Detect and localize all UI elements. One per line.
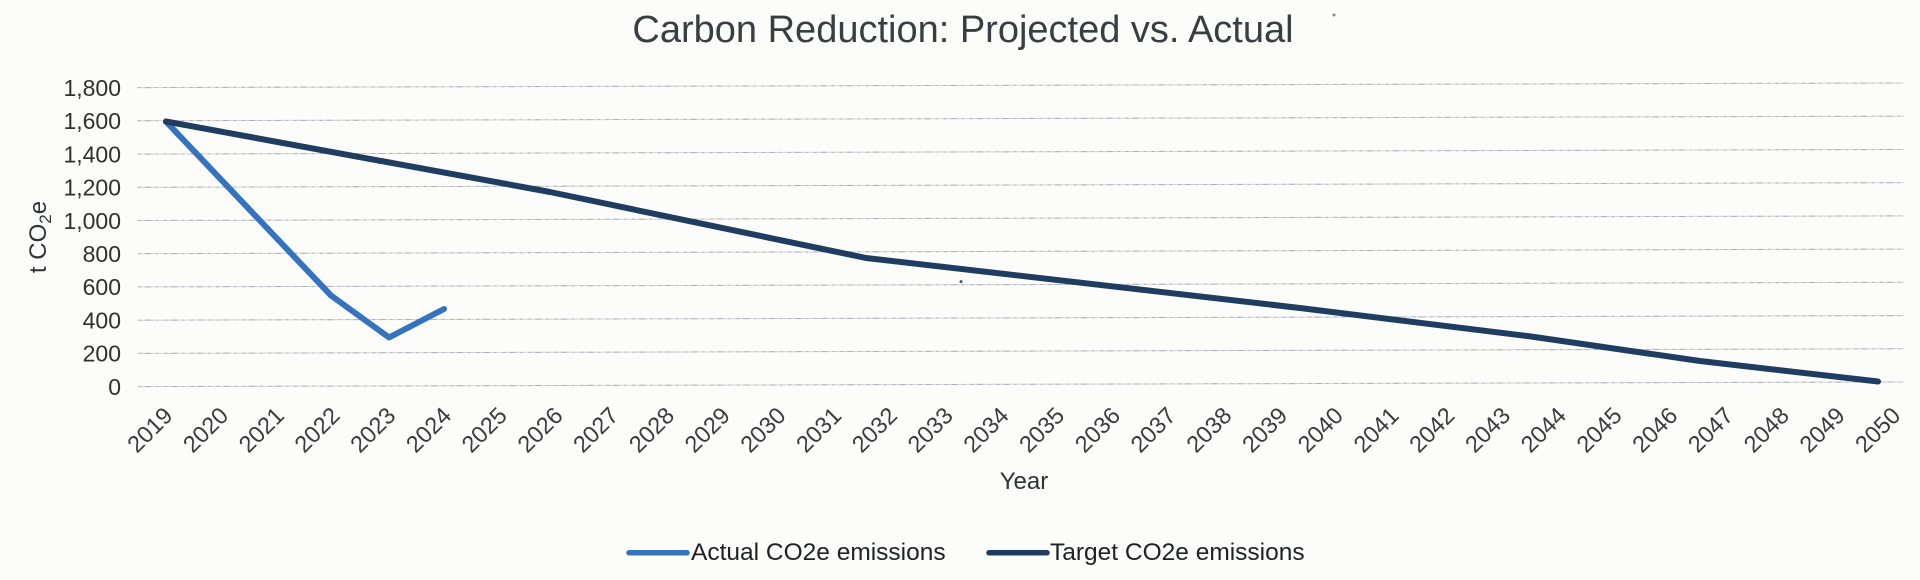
svg-text:1,400: 1,400 <box>63 141 121 167</box>
svg-text:t CO2e: t CO2e <box>25 201 55 273</box>
svg-text:800: 800 <box>83 241 121 267</box>
svg-text:600: 600 <box>83 274 121 300</box>
svg-text:Carbon Reduction: Projected vs: Carbon Reduction: Projected vs. Actual <box>632 9 1293 51</box>
svg-text:200: 200 <box>83 341 121 367</box>
svg-text:Year: Year <box>1000 468 1049 495</box>
svg-text:0: 0 <box>108 374 121 400</box>
svg-text:1,800: 1,800 <box>63 75 121 101</box>
svg-text:1,000: 1,000 <box>63 208 121 234</box>
svg-text:1,600: 1,600 <box>63 108 121 134</box>
svg-text:Target CO2e emissions: Target CO2e emissions <box>1050 539 1305 566</box>
svg-text:400: 400 <box>83 308 121 334</box>
svg-text:Actual CO2e emissions: Actual CO2e emissions <box>691 539 946 566</box>
svg-text:1,200: 1,200 <box>63 175 121 201</box>
